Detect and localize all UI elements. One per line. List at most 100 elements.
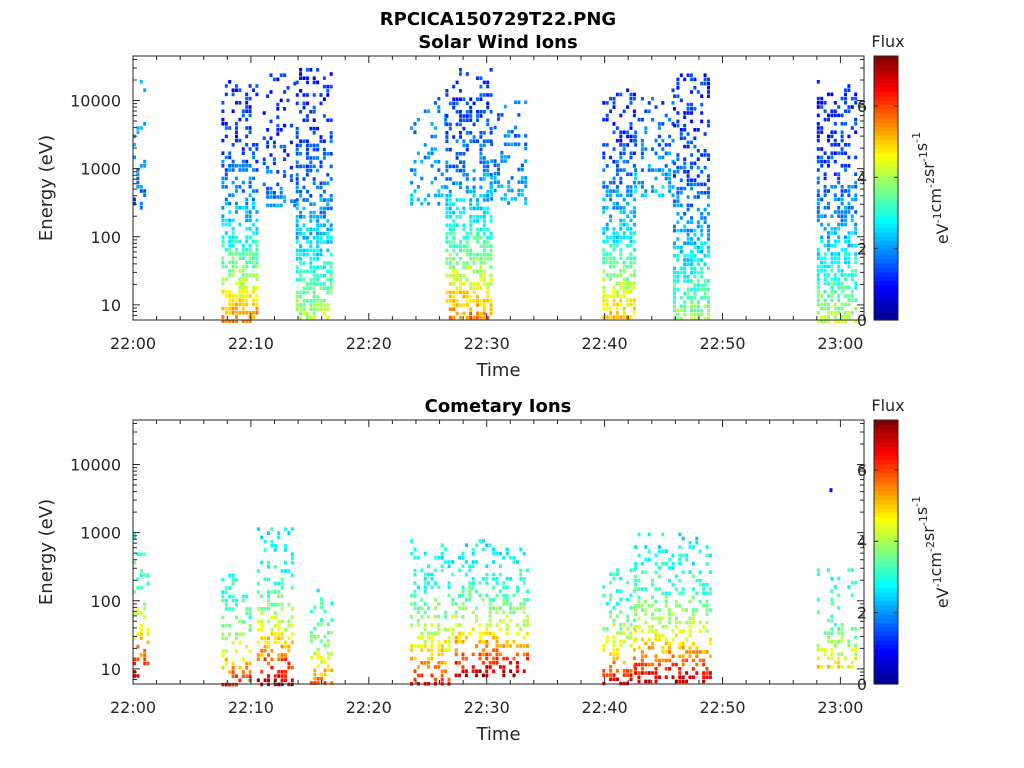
heatmap-cell (661, 650, 665, 654)
heatmap-cell (305, 173, 309, 177)
heatmap-cell (515, 585, 519, 589)
heatmap-cell (290, 586, 294, 590)
heatmap-cell (454, 673, 458, 678)
heatmap-cell (837, 260, 841, 265)
heatmap-cell (410, 551, 414, 556)
heatmap-cell (330, 601, 334, 605)
heatmap-cell (509, 644, 513, 648)
heatmap-cell (615, 243, 619, 248)
heatmap-cell (629, 96, 633, 101)
heatmap-cell (482, 156, 486, 160)
heatmap-cell (479, 152, 483, 156)
heatmap-cell (830, 185, 834, 189)
heatmap-cell (451, 614, 455, 619)
heatmap-cell (479, 110, 483, 114)
heatmap-cell (252, 143, 255, 147)
heatmap-cell (445, 248, 449, 253)
heatmap-cell (302, 286, 306, 290)
heatmap-cell (847, 206, 851, 210)
heatmap-cell (840, 185, 844, 189)
heatmap-cell (309, 315, 313, 320)
heatmap-cell (228, 168, 232, 172)
heatmap-cell (228, 682, 232, 687)
heatmap-cell (490, 197, 494, 201)
heatmap-cell (248, 130, 252, 134)
heatmap-cell (515, 661, 519, 665)
heatmap-cell (452, 236, 456, 240)
heatmap-cell (833, 159, 837, 164)
colorbar-segment (874, 494, 898, 500)
heatmap-cell (221, 264, 225, 269)
heatmap-cell (700, 275, 704, 279)
heatmap-cell (479, 194, 483, 198)
heatmap-cell (482, 261, 486, 265)
heatmap-cell (486, 118, 490, 122)
heatmap-cell (420, 176, 424, 181)
heatmap-cell (602, 185, 606, 189)
heatmap-cell (651, 641, 655, 646)
heatmap-cell (830, 256, 834, 260)
colorbar-tick-label: 0 (857, 311, 867, 330)
heatmap-cell (609, 673, 613, 677)
heatmap-cell (329, 206, 333, 211)
heatmap-cell (302, 76, 306, 80)
heatmap-cell (319, 273, 323, 278)
heatmap-cell (235, 315, 238, 319)
heatmap-cell (686, 237, 690, 241)
heatmap-cell (486, 80, 490, 85)
heatmap-cell (676, 312, 680, 317)
heatmap-cell (235, 306, 238, 311)
heatmap-cell (448, 223, 452, 227)
heatmap-cell (615, 185, 619, 189)
heatmap-cell (615, 168, 619, 172)
heatmap-cell (700, 228, 704, 233)
heatmap-cell (136, 172, 140, 176)
heatmap-cell (657, 134, 661, 139)
heatmap-cell (248, 147, 252, 151)
heatmap-cell (632, 96, 636, 101)
heatmap-cell (468, 589, 472, 594)
heatmap-cell (673, 199, 676, 203)
heatmap-cell (486, 299, 490, 303)
heatmap-cell (252, 311, 255, 315)
heatmap-cell (136, 644, 140, 649)
heatmap-cell (245, 298, 249, 302)
heatmap-cell (685, 620, 689, 625)
heatmap-cell (235, 235, 238, 239)
heatmap-cell (245, 252, 249, 256)
heatmap-cell (678, 562, 682, 566)
heatmap-cell (413, 172, 417, 177)
heatmap-cell (326, 231, 330, 236)
heatmap-cell (476, 114, 479, 118)
heatmap-cell (316, 257, 320, 261)
heatmap-cell (231, 264, 235, 269)
colorbar-segment (874, 170, 898, 176)
heatmap-cell (612, 677, 616, 682)
heatmap-cell (269, 153, 273, 157)
heatmap-cell (816, 96, 820, 101)
heatmap-cell (657, 620, 661, 625)
heatmap-cell (462, 118, 466, 122)
heatmap-cell (691, 620, 695, 625)
heatmap-cell (479, 156, 483, 160)
heatmap-cell (651, 625, 655, 629)
heatmap-cell (245, 302, 249, 307)
heatmap-cell (312, 131, 316, 135)
heatmap-cell (228, 260, 232, 265)
heatmap-cell (447, 677, 451, 682)
heatmap-cell (329, 240, 333, 244)
heatmap-cell (816, 101, 820, 105)
heatmap-cell (255, 227, 259, 231)
cometary-heatmap (133, 488, 858, 687)
heatmap-cell (221, 109, 225, 113)
heatmap-cell (469, 231, 473, 236)
heatmap-cell (502, 610, 506, 615)
heatmap-cell (622, 168, 626, 172)
heatmap-cell (827, 656, 830, 661)
heatmap-cell (451, 602, 455, 606)
heatmap-cell (280, 569, 284, 573)
heatmap-cell (632, 306, 636, 311)
heatmap-cell (486, 122, 490, 127)
heatmap-cell (854, 117, 858, 122)
heatmap-cell (465, 278, 469, 282)
